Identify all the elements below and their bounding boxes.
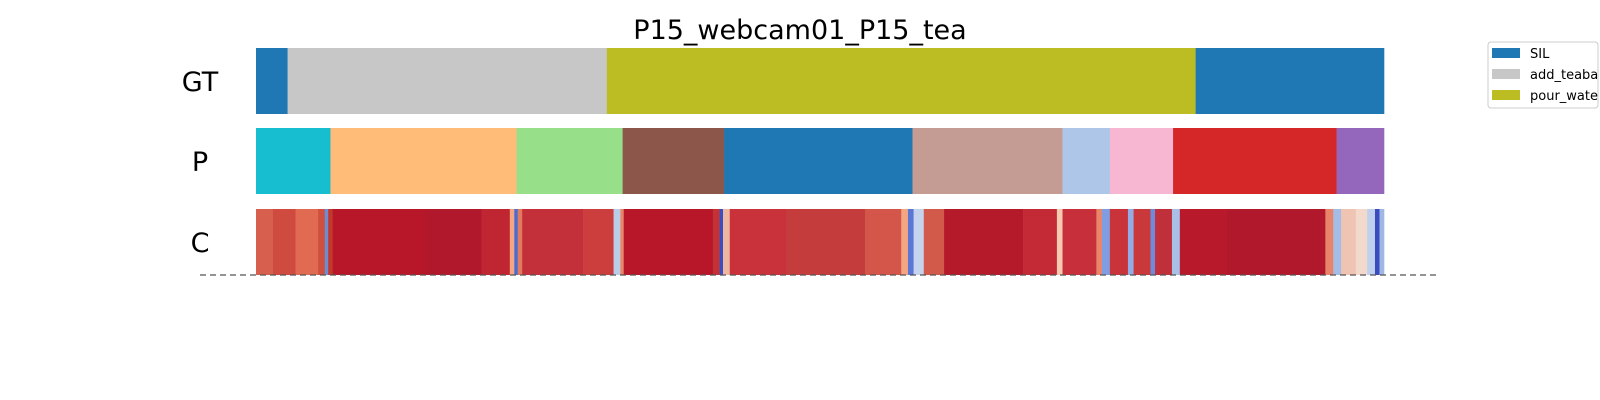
segment-bar (1127, 209, 1134, 275)
segment-bar (620, 209, 625, 275)
chart-title: P15_webcam01_P15_tea (633, 15, 966, 46)
segment-bar (622, 128, 725, 194)
segment-bar (324, 209, 329, 275)
segment-bar (425, 209, 482, 275)
segment-bar (1102, 209, 1111, 275)
legend-swatch (1492, 48, 1520, 58)
legend-swatch (1492, 69, 1520, 79)
segment-bar (901, 209, 909, 275)
segment-bar (865, 209, 902, 275)
segment-bar (1226, 209, 1326, 275)
segment-bar (1109, 128, 1174, 194)
segment-bar (1355, 209, 1368, 275)
row-p: P (192, 128, 1385, 194)
row-label: C (191, 228, 210, 259)
segment-bar (1374, 209, 1380, 275)
segment-bar (613, 209, 621, 275)
segment-bar (256, 48, 288, 114)
segment-bar (287, 48, 608, 114)
segment-bar (1062, 128, 1111, 194)
segment-bar (1056, 209, 1063, 275)
segment-bar (1150, 209, 1156, 275)
segment-bar (1341, 209, 1357, 275)
segment-bar (729, 209, 787, 275)
segment-bar (295, 209, 319, 275)
legend: SIL add_teaba pour_wate (1487, 41, 1599, 109)
segment-bar (1179, 209, 1227, 275)
segment-bar (272, 209, 296, 275)
segment-bar (1379, 209, 1385, 275)
segment-bar (522, 209, 584, 275)
segment-bar (724, 128, 913, 194)
legend-label: pour_wate (1530, 89, 1598, 104)
segment-bar (481, 209, 511, 275)
segment-bar (583, 209, 614, 275)
segment-bar (1171, 209, 1181, 275)
segment-bar (1096, 209, 1103, 275)
segment-bar (912, 128, 1063, 194)
segment-bar (1155, 209, 1173, 275)
segment-bar (923, 209, 945, 275)
segment-bar (517, 209, 523, 275)
segment-bar (907, 209, 914, 275)
segment-bar (913, 209, 925, 275)
segment-bar (330, 128, 517, 194)
segment-bar (1336, 128, 1385, 194)
row-label: GT (182, 67, 219, 98)
segment-bar (719, 209, 724, 275)
segment-bar (623, 209, 714, 275)
segment-bar (786, 209, 866, 275)
segment-bar (1333, 209, 1342, 275)
segment-bar (1109, 209, 1129, 275)
segment-bar (1062, 209, 1097, 275)
segment-bar (606, 48, 1196, 114)
segment-bar (328, 209, 333, 275)
legend-swatch (1492, 90, 1520, 100)
segmentation-rows: GT P C (182, 48, 1385, 275)
segment-bar (256, 128, 331, 194)
segment-bar (332, 209, 426, 275)
segment-bar (514, 209, 518, 275)
segment-bar (1325, 209, 1334, 275)
legend-label: SIL (1530, 47, 1550, 62)
segment-bar (318, 209, 326, 275)
segment-bar (256, 209, 274, 275)
segment-bar (1023, 209, 1058, 275)
row-c: C (191, 209, 1385, 275)
segment-bar (1195, 48, 1385, 114)
segment-bar (1367, 209, 1376, 275)
segment-bar (712, 209, 720, 275)
segment-bar (944, 209, 1024, 275)
segment-bar (1173, 128, 1337, 194)
segment-bar (516, 128, 623, 194)
legend-label: add_teaba (1530, 68, 1598, 83)
segment-bar (509, 209, 515, 275)
segment-bar (722, 209, 731, 275)
row-gt: GT (182, 48, 1385, 114)
segment-bar (1133, 209, 1151, 275)
row-label: P (192, 147, 208, 178)
